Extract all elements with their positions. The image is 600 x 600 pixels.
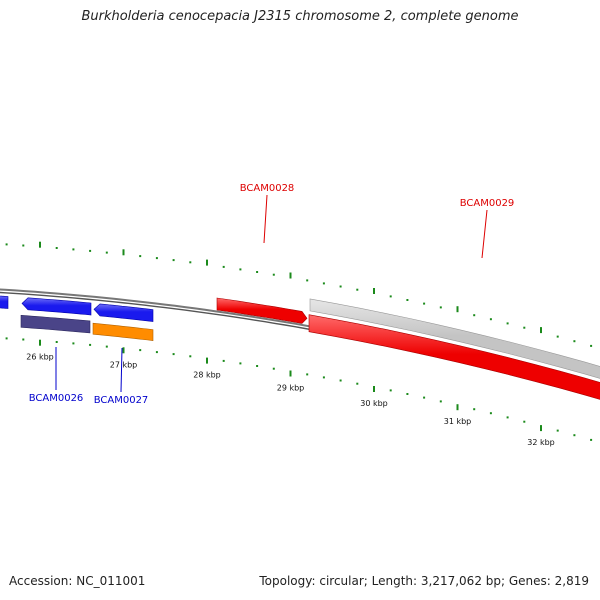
cds-bcam0027-band (92, 322, 154, 341)
gene-features (0, 295, 600, 400)
gene-label-bcam0029: BCAM0029 (460, 198, 515, 209)
gene-bcam0025-arrow (0, 295, 9, 309)
tick-label-30kbp: 30 kbp (360, 399, 388, 408)
gene-bcam0026-arrow (21, 297, 92, 316)
gene-labels: BCAM0026 BCAM0027 BCAM0028 BCAM0029 (29, 183, 515, 406)
gene-bcam0029-arrow (308, 314, 600, 400)
gene-bcam0029-outer-feature (309, 298, 600, 379)
tick-label-32kbp: 32 kbp (527, 438, 555, 447)
gene-label-bcam0027: BCAM0027 (94, 395, 149, 406)
tick-label-27kbp: 27 kbp (110, 360, 138, 369)
topology-summary: Topology: circular; Length: 3,217,062 bp… (259, 574, 589, 588)
outer-tick-ring (5, 241, 593, 347)
gene-label-bcam0026: BCAM0026 (29, 393, 84, 404)
gene-bcam0028-arrow (216, 297, 308, 324)
tick-label-31kbp: 31 kbp (444, 417, 472, 426)
gene-label-bcam0028: BCAM0028 (240, 183, 295, 194)
tick-label-28kbp: 28 kbp (193, 371, 221, 380)
tick-label-26kbp: 26 kbp (26, 353, 54, 362)
tick-labels: 26 kbp 27 kbp 28 kbp 29 kbp 30 kbp 31 kbp 32 k… (26, 353, 555, 447)
leader-line-bcam0029 (481, 209, 488, 259)
cds-bcam0026-band (20, 314, 91, 334)
accession-text: Accession: NC_011001 (9, 574, 146, 588)
inner-tick-ring (5, 337, 593, 441)
map-title: Burkholderia cenocepacia J2315 chromosom… (81, 9, 519, 24)
gene-bcam0027-arrow (93, 303, 154, 322)
leader-line-bcam0027 (120, 347, 123, 393)
leader-line-bcam0028 (263, 194, 268, 244)
tick-label-29kbp: 29 kbp (277, 384, 305, 393)
